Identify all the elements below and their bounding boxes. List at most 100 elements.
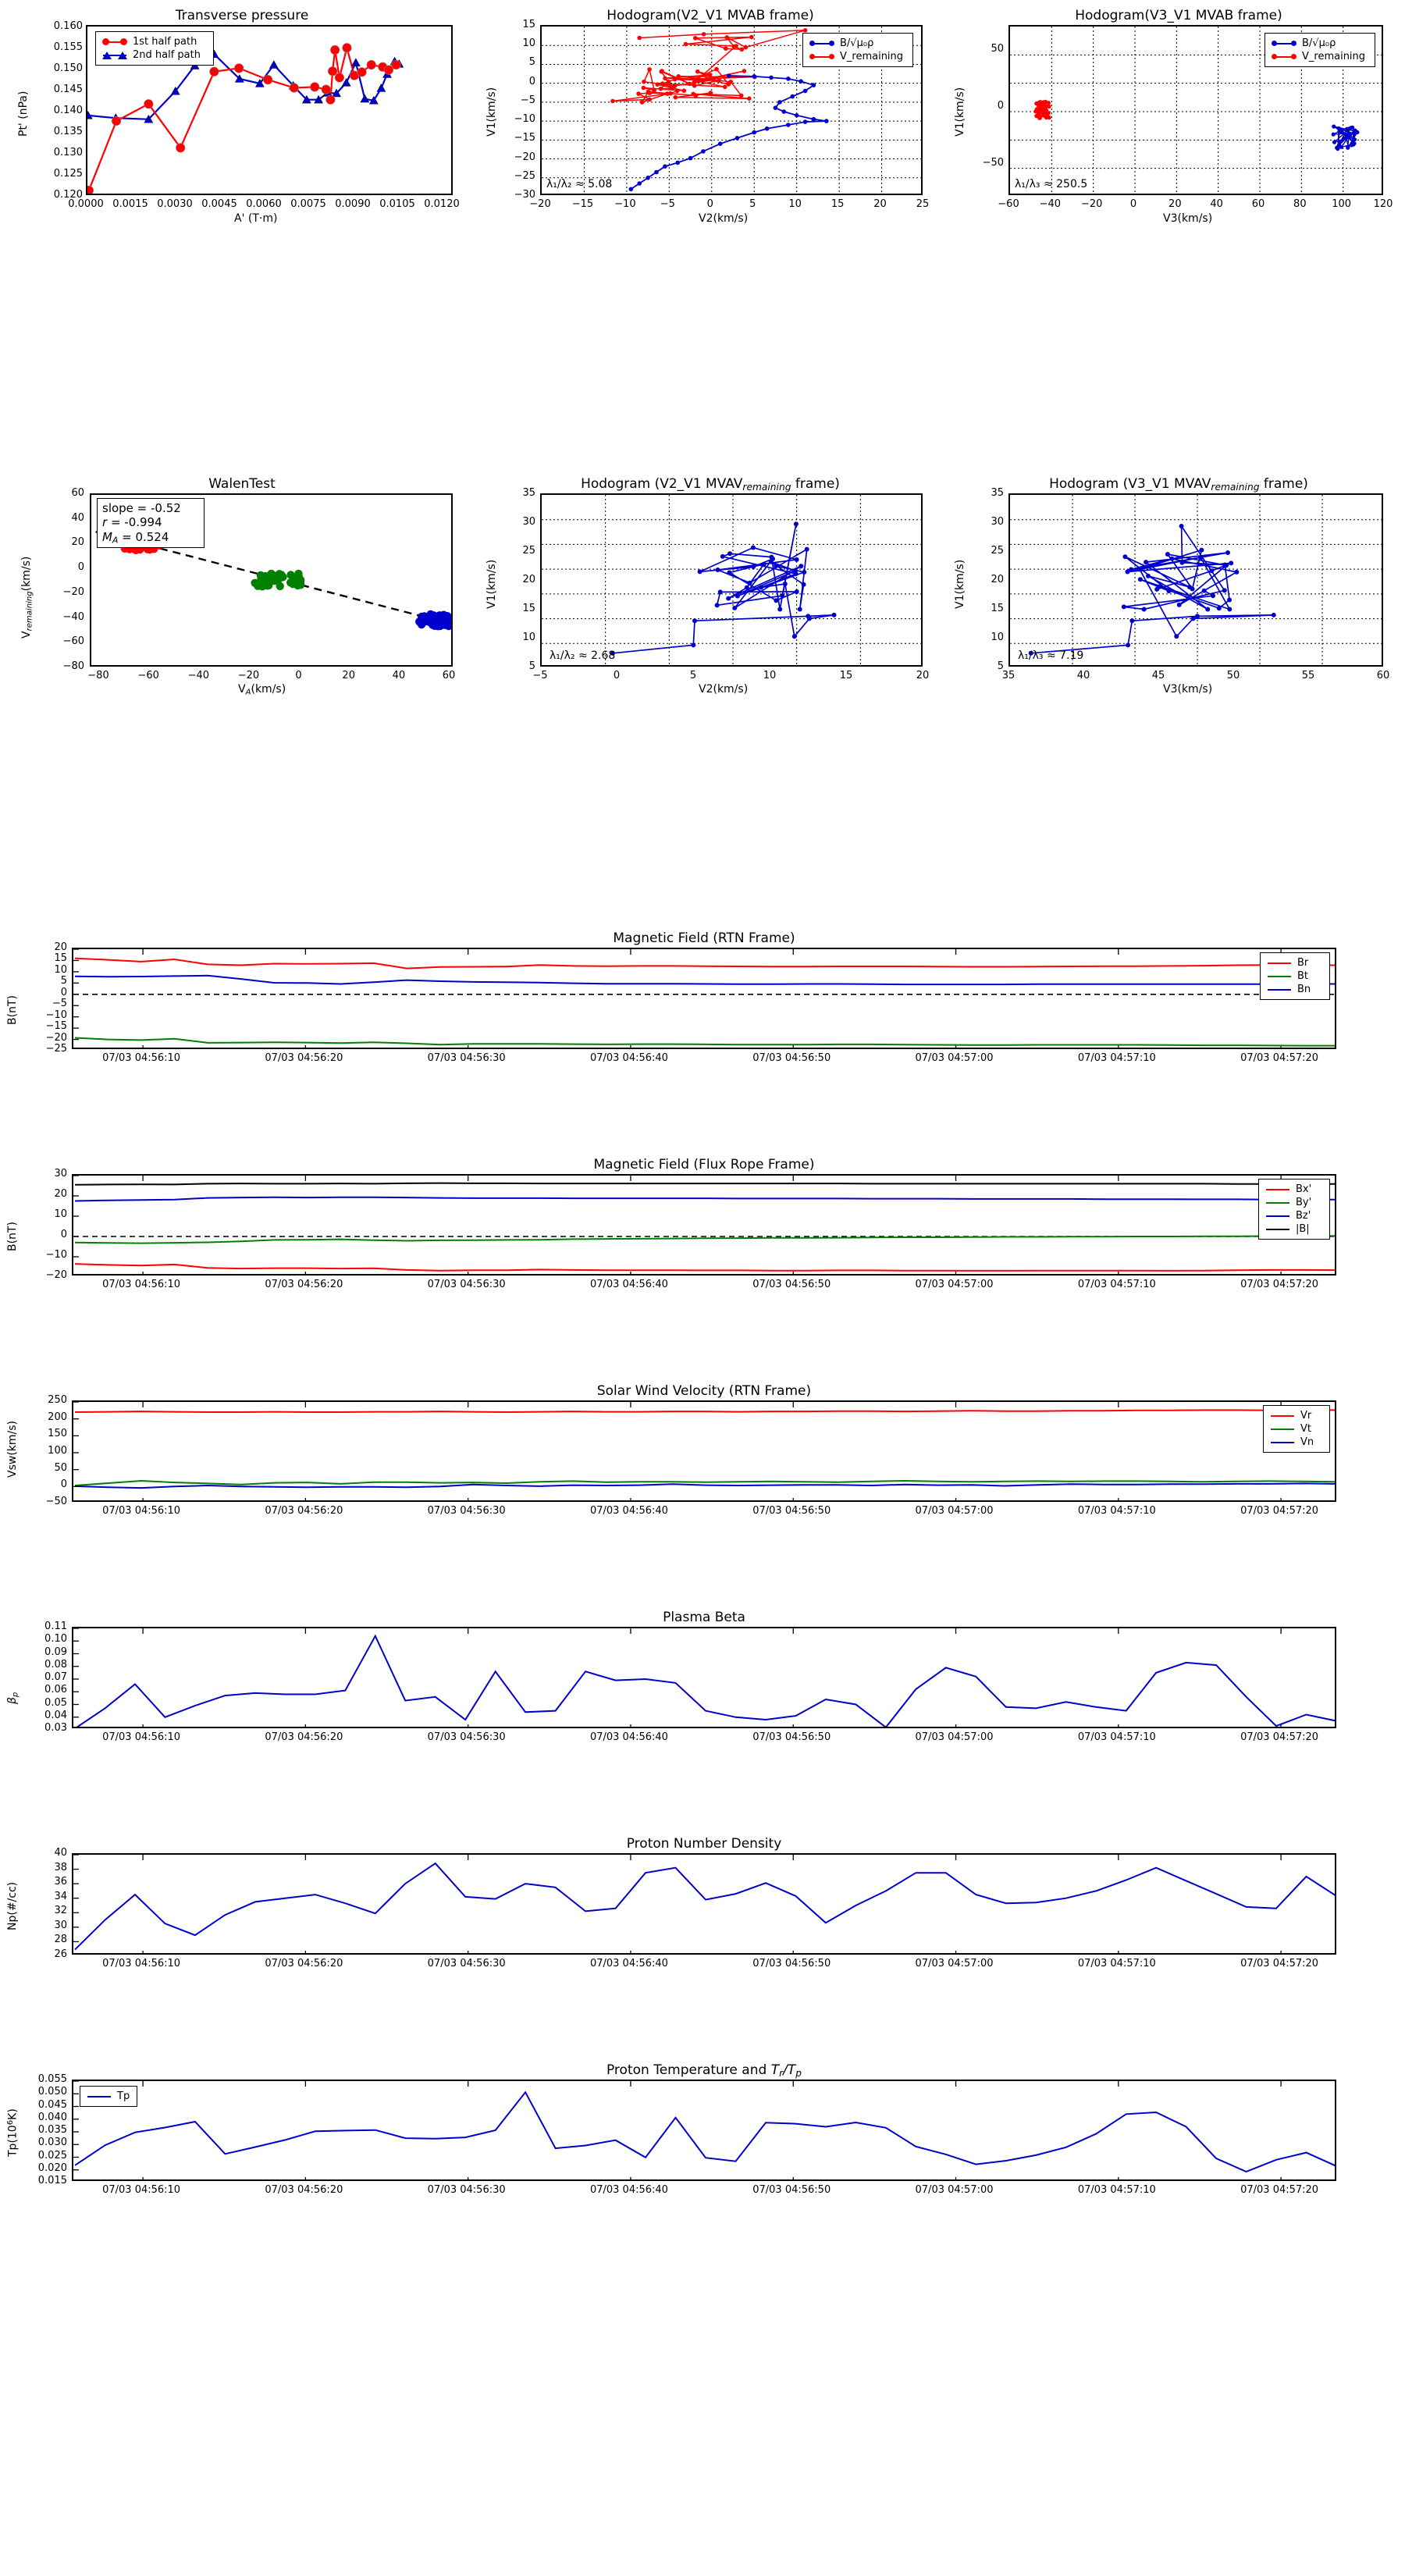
x-tick: 07/03 04:56:40	[589, 1958, 668, 1969]
legend-label: By'	[1296, 1197, 1312, 1208]
x-tick: 45	[1151, 670, 1165, 681]
x-tick: 07/03 04:57:20	[1240, 2184, 1319, 2196]
panel-title: Hodogram (V2_V1 MVAVremaining frame)	[581, 476, 840, 493]
y-tick: 40	[54, 1847, 67, 1859]
legend[interactable]: B/√μ₀ρ V_remaining	[802, 33, 913, 67]
line-swatch-icon	[1269, 1411, 1296, 1421]
x-tick: 07/03 04:56:20	[265, 2184, 343, 2196]
y-tick: 0.025	[37, 2149, 67, 2161]
y-tick: 0.120	[53, 189, 83, 201]
panel-title: Hodogram(V2_V1 MVAB frame)	[606, 8, 814, 23]
x-tick: 07/03 04:57:10	[1077, 2184, 1156, 2196]
legend[interactable]: Vr Vt Vn	[1263, 1405, 1330, 1453]
x-tick: 07/03 04:56:30	[427, 1731, 506, 1743]
legend[interactable]: Bx' By' Bz' |B|	[1258, 1179, 1330, 1240]
legend[interactable]: Tp	[80, 2086, 137, 2107]
legend[interactable]: 1st half path 2nd half path	[95, 31, 214, 66]
y-tick: −25	[45, 1043, 67, 1055]
x-tick: −20	[237, 670, 260, 681]
y-tick: 0.030	[37, 2137, 67, 2149]
x-tick: 20	[873, 198, 887, 210]
tp-plot	[73, 2081, 1335, 2179]
y-axis-label: Pt' (nPa)	[17, 91, 30, 137]
y-tick: 25	[991, 545, 1004, 557]
legend-label: |B|	[1296, 1223, 1310, 1235]
x-tick: 07/03 04:57:20	[1240, 1731, 1319, 1743]
plot-area	[72, 2080, 1336, 2181]
plot-area	[72, 1853, 1336, 1955]
x-tick: 07/03 04:57:10	[1077, 1279, 1156, 1290]
x-tick: 07/03 04:57:10	[1077, 1958, 1156, 1969]
y-tick: 100	[48, 1445, 67, 1457]
x-tick: 0	[1129, 198, 1137, 210]
y-tick: −10	[514, 113, 535, 126]
x-tick: 15	[831, 198, 845, 210]
y-tick: 0	[997, 100, 1004, 112]
plot-area	[72, 1400, 1336, 1502]
legend-item: 2nd half path	[101, 48, 208, 62]
legend-item: Tp	[86, 2090, 131, 2103]
x-tick: 25	[916, 198, 930, 210]
y-tick: 0.07	[44, 1671, 67, 1683]
panel-vsw: Solar Wind Velocity (RTN Frame) −50 0 50 100…	[0, 1383, 1405, 1547]
y-tick: −40	[62, 610, 84, 623]
y-tick: 0	[60, 986, 67, 998]
alfven-mach-value: MA = 0.524	[102, 529, 169, 546]
x-tick: 07/03 04:56:20	[265, 1731, 343, 1743]
line-swatch-icon	[1266, 959, 1293, 968]
legend-label: Vt	[1300, 1423, 1311, 1435]
y-tick: 5	[528, 660, 535, 672]
y-tick: 0.045	[37, 2098, 67, 2111]
x-tick: −10	[614, 198, 636, 210]
hodogram-v3v1-mvav-plot	[1010, 495, 1382, 665]
y-tick: 0.130	[53, 147, 83, 158]
y-tick: −5	[520, 94, 535, 106]
y-tick: 15	[522, 19, 535, 30]
legend-label: 1st half path	[133, 36, 197, 48]
panel-title: Plasma Beta	[663, 1610, 745, 1625]
legend[interactable]: B/√μ₀ρ V_remaining	[1264, 33, 1375, 67]
y-tick: 0.06	[44, 1684, 67, 1696]
x-tick: 0	[295, 670, 302, 681]
y-axis-label: B(nT)	[6, 1222, 19, 1251]
legend-label: Tp	[117, 2090, 130, 2102]
legend-label: Bt	[1297, 970, 1309, 982]
x-tick: 50	[1226, 670, 1240, 681]
panel-beta: Plasma Beta 0.03 0.04 0.05 0.06 0.07 0.08 0.09 0…	[0, 1610, 1405, 1774]
x-tick: 60	[1376, 670, 1390, 681]
x-tick: 07/03 04:56:40	[589, 2184, 668, 2196]
y-tick: 0.015	[37, 2175, 67, 2186]
y-tick: 5	[528, 56, 535, 69]
x-tick: 07/03 04:56:50	[752, 1052, 831, 1064]
y-tick: 0	[60, 1478, 67, 1491]
y-tick: 30	[54, 1919, 67, 1931]
legend-label: V_remaining	[840, 51, 904, 62]
line-marker-icon	[809, 52, 835, 62]
x-tick: 07/03 04:57:00	[915, 2184, 994, 2196]
x-tick: −80	[87, 670, 109, 681]
x-tick: 07/03 04:56:20	[265, 1279, 343, 1290]
legend-item: V_remaining	[809, 50, 907, 63]
y-tick: 0.09	[44, 1646, 67, 1658]
y-tick: 0	[60, 1229, 67, 1240]
line-swatch-icon	[1266, 972, 1293, 981]
walen-stats-box: slope = -0.52 r = -0.994 MA = 0.524	[97, 498, 205, 549]
y-tick: 150	[48, 1428, 67, 1440]
b_rtn-plot	[73, 949, 1335, 1048]
x-tick: 07/03 04:57:10	[1077, 1731, 1156, 1743]
x-tick: 07/03 04:56:10	[102, 1052, 181, 1064]
y-tick: 5	[60, 975, 67, 987]
y-tick: 10	[522, 632, 535, 643]
x-tick: 5	[749, 198, 756, 210]
y-tick: 0.135	[53, 126, 83, 137]
x-tick: 0	[706, 198, 713, 210]
y-axis-label: V1(km/s)	[486, 559, 498, 609]
y-tick: 30	[54, 1168, 67, 1179]
x-tick: 0.0000	[68, 198, 104, 210]
legend[interactable]: Br Bt Bn	[1260, 952, 1330, 1000]
y-tick: 0.150	[53, 62, 83, 74]
y-tick: 0.040	[37, 2111, 67, 2123]
legend-label: Bz'	[1296, 1210, 1311, 1222]
x-tick: −20	[1080, 198, 1103, 210]
x-tick: 07/03 04:57:10	[1077, 1052, 1156, 1064]
